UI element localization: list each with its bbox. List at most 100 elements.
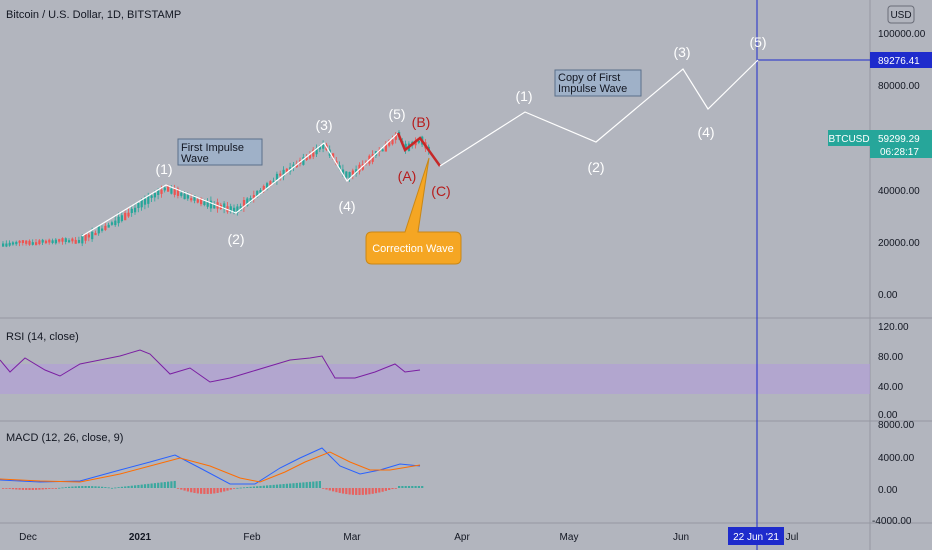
candle-body: [120, 215, 123, 222]
macd-histogram-bar: [239, 487, 242, 489]
macd-histogram-bar: [97, 486, 100, 488]
macd-histogram-bar: [312, 481, 315, 488]
candle-body: [203, 201, 206, 206]
candle-body: [25, 240, 28, 244]
wave-label-1[interactable]: (1): [155, 161, 172, 177]
macd-histogram-bar: [272, 484, 275, 488]
copy-impulse-wave-line[interactable]: [439, 59, 759, 167]
macd-histogram-bar: [411, 486, 414, 488]
macd-histogram-bar: [183, 488, 186, 491]
macd-histogram-bar: [91, 486, 94, 488]
candle-body: [124, 212, 127, 221]
candle-body: [130, 208, 133, 214]
macd-histogram-bar: [25, 488, 28, 490]
candle-body: [15, 241, 18, 245]
candle-body: [312, 149, 315, 157]
candle-body: [229, 206, 232, 212]
macd-histogram-bar: [401, 486, 404, 488]
macd-histogram-bar: [335, 488, 338, 493]
candle-body: [315, 148, 318, 155]
price-tick: 20000.00: [878, 238, 920, 249]
correction-wave-callout[interactable]: Correction Wave: [365, 157, 462, 265]
first-impulse-wave-line[interactable]: [81, 132, 399, 237]
projected-wave-label-2[interactable]: (2): [587, 159, 604, 175]
wave-label-c[interactable]: (C): [431, 183, 450, 199]
macd-histogram-bar: [186, 488, 189, 492]
candle-body: [282, 169, 285, 177]
wave-label-a[interactable]: (A): [398, 168, 417, 184]
price-tick: 80000.00: [878, 81, 920, 92]
macd-histogram-bar: [213, 488, 216, 494]
macd-histogram-bar: [84, 486, 87, 488]
candle-body: [295, 163, 298, 168]
candle-body: [269, 181, 272, 187]
candle-body: [233, 207, 236, 214]
candle-body: [64, 238, 67, 242]
candle-body: [101, 228, 104, 231]
macd-histogram-bar: [358, 488, 361, 495]
macd-histogram-bar: [117, 487, 120, 488]
macd-histogram-bar: [295, 482, 298, 488]
wave-label-3[interactable]: (3): [315, 117, 332, 133]
projected-wave-label-3[interactable]: (3): [673, 44, 690, 60]
currency-button[interactable]: USD: [887, 5, 915, 24]
macd-histogram-bar: [302, 482, 305, 488]
correction-wave-line[interactable]: [396, 132, 442, 167]
candle-body: [206, 201, 209, 207]
currency-button-label: USD: [890, 10, 911, 21]
wave-label-4[interactable]: (4): [338, 198, 355, 214]
candle-body: [371, 154, 374, 162]
time-label: Jul: [786, 532, 799, 543]
candle-body: [275, 173, 279, 180]
macd-histogram-bar: [318, 481, 321, 488]
candle-body: [190, 198, 193, 201]
macd-histogram-bar: [190, 488, 193, 493]
candle-body: [44, 240, 48, 244]
candle-body: [153, 193, 156, 198]
macd-histogram-bar: [226, 488, 229, 491]
symbol-badge-text: BTCUSD: [828, 134, 869, 145]
candle-body: [256, 191, 259, 197]
projected-wave-label-1[interactable]: (1): [515, 88, 532, 104]
candle-body: [318, 145, 321, 150]
candle-body: [322, 144, 325, 149]
candle-body: [259, 189, 262, 193]
macd-histogram-bar: [18, 488, 21, 490]
wave-label-b[interactable]: (B): [412, 114, 431, 130]
candle-body: [18, 240, 21, 243]
macd-histogram-bar: [328, 488, 331, 491]
macd-histogram-bar: [266, 485, 269, 488]
macd-histogram-bar: [391, 488, 394, 490]
wave-label-2[interactable]: (2): [227, 231, 244, 247]
candle-body: [41, 239, 44, 243]
macd-histogram-bar: [176, 488, 180, 489]
macd-histogram-bar: [51, 488, 54, 489]
macd-histogram-bar: [196, 488, 199, 494]
time-label: Feb: [243, 532, 261, 543]
macd-title: MACD (12, 26, close, 9): [6, 432, 123, 444]
macd-histogram-bar: [345, 488, 348, 495]
first-impulse-note[interactable]: First Impulse Wave: [177, 138, 263, 166]
macd-histogram-bar: [54, 488, 57, 489]
candle-body: [351, 170, 354, 175]
copy-impulse-note[interactable]: Copy of First Impulse Wave: [554, 69, 642, 97]
crosshair-price-label: 89276.41: [870, 52, 932, 68]
candle-body: [35, 242, 38, 245]
candle-body: [266, 183, 269, 190]
candle-body: [417, 140, 420, 143]
candle-body: [223, 203, 226, 210]
macd-histogram-bar: [365, 488, 368, 495]
macd-histogram-bar: [246, 487, 249, 488]
candle-body: [167, 186, 170, 192]
candle-body: [11, 242, 15, 245]
macd-histogram-bar: [338, 488, 341, 493]
candle-body: [94, 232, 97, 236]
first-impulse-note-text: First Impulse Wave: [181, 142, 244, 165]
macd-histogram-bar: [48, 488, 51, 489]
projected-wave-label-4[interactable]: (4): [697, 124, 714, 140]
wave-label-5[interactable]: (5): [388, 106, 405, 122]
candle-body: [388, 140, 391, 146]
projected-wave-label-5[interactable]: (5): [749, 34, 766, 50]
macd-histogram-bar: [140, 484, 143, 488]
